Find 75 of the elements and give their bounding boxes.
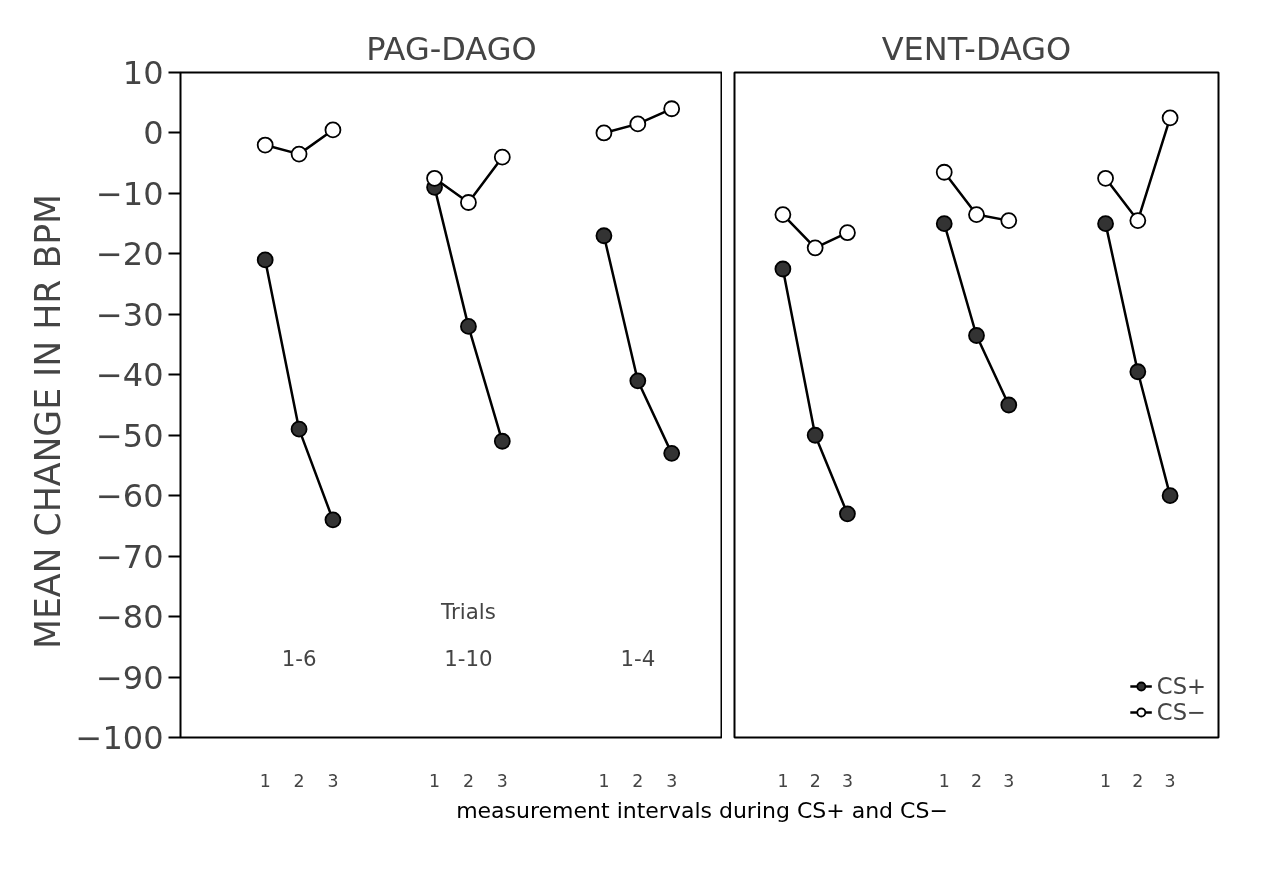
point	[629, 372, 647, 390]
point	[460, 194, 477, 211]
y-tick-label: −20	[95, 235, 164, 274]
point	[426, 169, 443, 187]
x-tick-label: 2	[970, 770, 983, 791]
point	[324, 511, 342, 529]
point	[774, 206, 792, 223]
point	[806, 239, 824, 257]
point	[839, 224, 856, 242]
x-tick-label: 3	[327, 770, 339, 791]
point	[935, 163, 953, 181]
point	[663, 444, 681, 462]
y-tick-label: −30	[95, 295, 164, 334]
point	[290, 420, 308, 438]
x-tick-label: 3	[496, 770, 508, 791]
point	[324, 121, 342, 139]
point	[968, 327, 985, 344]
point	[1129, 363, 1147, 381]
x-tick-label: 2	[293, 770, 305, 791]
point	[493, 432, 511, 450]
point	[968, 206, 985, 223]
y-axis-title: MEAN CHANGE IN HR BPM	[27, 194, 68, 650]
y-tick-label: −100	[75, 719, 164, 757]
point	[1097, 169, 1114, 187]
annotation: Trials	[440, 598, 496, 624]
legend-label: CS+	[1156, 673, 1206, 699]
point	[1000, 212, 1018, 229]
point	[595, 124, 613, 142]
point	[839, 505, 856, 523]
y-tick-label: −50	[95, 416, 164, 455]
chart-title: PAG-DAGO	[366, 29, 537, 68]
annotation: 1-4	[620, 645, 656, 671]
y-tick-label: 0	[143, 114, 164, 153]
point	[935, 215, 953, 233]
point	[629, 115, 647, 133]
x-tick-label: 1	[259, 770, 271, 791]
y-tick-label: −40	[95, 356, 164, 395]
point	[256, 251, 274, 269]
x-tick-label: 1	[938, 770, 950, 791]
x-tick-label: 3	[1003, 770, 1015, 791]
point	[1129, 212, 1147, 229]
point	[493, 148, 511, 166]
y-tick-label: −60	[95, 477, 164, 516]
x-tick-label: 1	[598, 770, 610, 791]
point	[460, 318, 477, 335]
x-axis-title: measurement intervals during CS+ and CS−	[456, 797, 948, 825]
x-tick-label: 2	[809, 770, 821, 791]
point	[1000, 396, 1018, 414]
point	[774, 260, 792, 278]
y-tick-label: −90	[95, 658, 164, 697]
y-tick-label: −80	[95, 598, 164, 637]
chart-title: VENT-DAGO	[881, 29, 1072, 68]
annotation: 1-10	[444, 645, 493, 671]
point	[806, 426, 824, 444]
x-tick-label: 1	[429, 770, 441, 791]
annotation: 1-6	[281, 645, 317, 671]
x-tick-label: 3	[841, 770, 853, 791]
y-tick-label: −10	[95, 174, 164, 213]
point	[1097, 215, 1114, 233]
point	[1161, 109, 1179, 127]
legend-label: CS−	[1156, 699, 1206, 725]
point	[256, 136, 274, 154]
x-tick-label: 1	[777, 770, 789, 791]
x-tick-label: 3	[1164, 770, 1176, 791]
x-tick-label: 2	[462, 770, 474, 791]
point	[290, 145, 308, 163]
y-tick-label: −70	[95, 537, 164, 576]
point	[663, 100, 681, 118]
x-tick-label: 1	[1100, 770, 1112, 791]
x-tick-label: 2	[1132, 770, 1144, 791]
point	[1161, 487, 1179, 505]
point	[595, 227, 613, 245]
x-tick-label: 3	[666, 770, 678, 791]
x-tick-label: 2	[632, 770, 644, 791]
y-tick-label: 10	[122, 54, 164, 92]
